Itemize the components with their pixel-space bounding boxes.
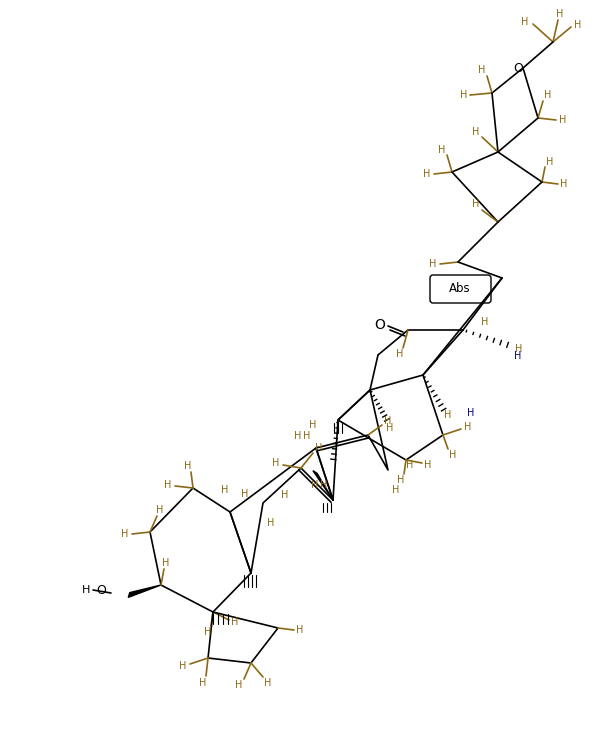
Text: H: H [294, 431, 302, 441]
Text: H: H [309, 420, 317, 430]
Text: H: H [320, 480, 328, 490]
Text: H: H [162, 558, 170, 568]
Text: H: H [272, 458, 280, 468]
Text: Abs: Abs [449, 281, 471, 295]
Text: H: H [264, 678, 271, 688]
Text: H: H [472, 127, 479, 137]
Text: H: H [481, 317, 489, 327]
Text: H: H [156, 505, 163, 515]
Text: H: H [397, 475, 404, 485]
Text: H: H [406, 460, 414, 470]
Text: H: H [82, 585, 90, 595]
Text: H: H [221, 485, 229, 495]
Text: H: H [515, 344, 523, 354]
Text: O: O [96, 583, 106, 597]
Text: H: H [544, 90, 551, 100]
Text: O: O [375, 318, 386, 332]
Text: H: H [396, 349, 404, 359]
Text: H: H [235, 680, 243, 690]
Text: H: H [231, 617, 239, 627]
Text: H: H [384, 416, 392, 426]
Text: H: H [204, 627, 212, 637]
Text: O: O [513, 61, 523, 75]
Text: H: H [303, 431, 310, 441]
Text: H: H [296, 625, 304, 635]
Text: H: H [281, 490, 289, 500]
Text: H: H [315, 443, 323, 453]
Text: H: H [184, 461, 192, 471]
Text: H: H [425, 460, 432, 470]
Text: H: H [547, 157, 554, 167]
Text: H: H [574, 20, 582, 30]
Text: H: H [267, 518, 274, 528]
Text: H: H [386, 423, 393, 433]
Polygon shape [128, 585, 161, 598]
Text: H: H [464, 422, 472, 432]
Text: H: H [450, 450, 457, 460]
Text: H: H [556, 9, 564, 19]
Text: H: H [561, 179, 568, 189]
Text: H: H [514, 351, 522, 361]
Polygon shape [313, 471, 333, 500]
Text: H: H [444, 410, 451, 420]
Text: H: H [392, 485, 400, 495]
Text: H: H [121, 529, 129, 539]
Text: H: H [179, 661, 187, 671]
Text: H: H [199, 678, 207, 688]
Text: H: H [423, 169, 431, 179]
Text: H: H [467, 408, 475, 418]
Text: H: H [311, 480, 318, 490]
Text: H: H [478, 65, 486, 75]
Text: H: H [242, 489, 249, 499]
Text: H: H [164, 480, 171, 490]
FancyBboxPatch shape [430, 275, 491, 303]
Text: H: H [439, 145, 446, 155]
Text: H: H [522, 17, 529, 27]
Text: H: H [429, 259, 437, 269]
Text: H: H [559, 115, 567, 125]
Text: H: H [461, 90, 468, 100]
Text: H: H [472, 199, 479, 209]
